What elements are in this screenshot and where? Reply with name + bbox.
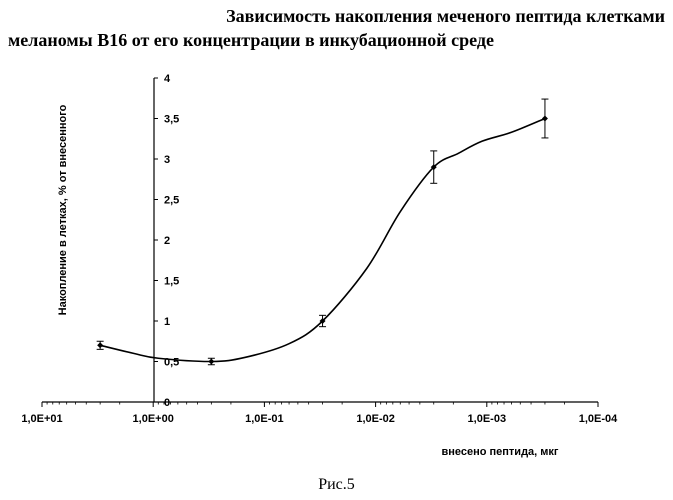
data-point xyxy=(208,359,214,365)
x-tick-label: 1,0E+01 xyxy=(21,413,62,425)
y-tick-label: 2 xyxy=(164,235,170,247)
y-tick-label: 3 xyxy=(164,154,170,166)
y-tick-label: 1 xyxy=(164,316,170,328)
x-tick-label: 1,0E-03 xyxy=(468,413,507,425)
x-tick-label: 1,0E-02 xyxy=(356,413,395,425)
x-tick-label: 1,0E+00 xyxy=(133,413,174,425)
y-tick-label: 4 xyxy=(164,73,171,85)
y-tick-label: 2,5 xyxy=(164,195,179,207)
data-point xyxy=(97,342,103,348)
y-tick-label: 1,5 xyxy=(164,276,179,288)
axes xyxy=(42,78,598,402)
data-point xyxy=(542,116,548,122)
x-tick-label: 1,0E-01 xyxy=(245,413,284,425)
x-axis-title: внесено пептида, мкг xyxy=(441,446,558,458)
x-tick-label: 1,0E-04 xyxy=(579,413,618,425)
y-tick-label: 3,5 xyxy=(164,114,179,126)
y-tick-label: 0 xyxy=(164,397,170,409)
line-chart: 00,511,522,533,541,0E+011,0E+001,0E-011,… xyxy=(0,0,673,470)
figure-caption: Рис.5 xyxy=(0,476,673,494)
y-axis-title: Накопление в летках, % от внесенного xyxy=(57,104,69,315)
